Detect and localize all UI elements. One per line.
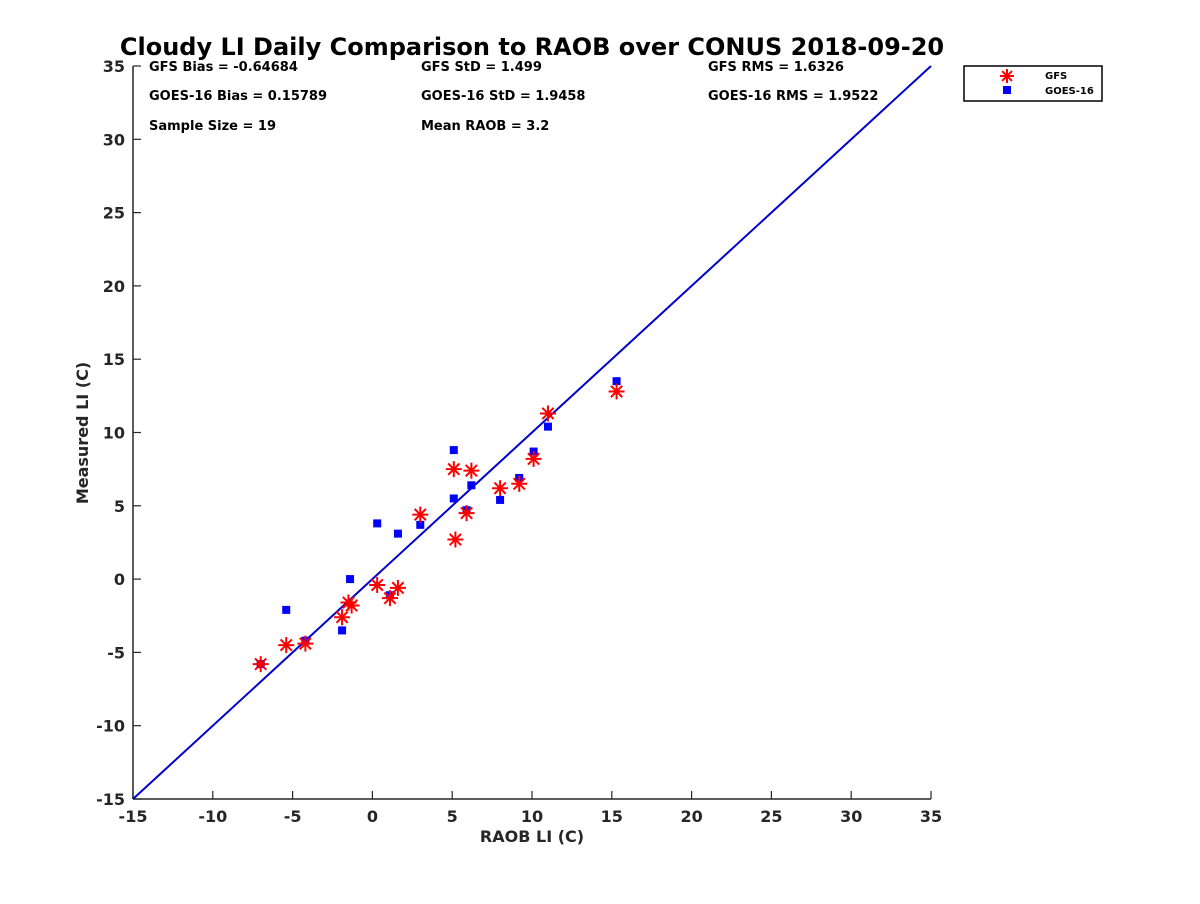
one-to-one-reference-line [132, 65, 932, 800]
goes16-point [612, 377, 621, 386]
y-tick-label: 25 [103, 204, 125, 223]
gfs-point [492, 480, 509, 497]
x-tick-label: 10 [521, 807, 543, 826]
gfs-point [334, 609, 351, 626]
gfs-rms-text: GFS RMS = 1.6326 [708, 60, 844, 75]
y-tick-label: 10 [103, 424, 125, 443]
data-marks [132, 65, 932, 800]
legend-gfs-marker-shape [1000, 69, 1014, 83]
gfs-point [412, 506, 429, 523]
gfs-std-text: GFS StD = 1.499 [421, 60, 542, 75]
x-tick-label: 0 [367, 807, 378, 826]
x-tick-label: 5 [447, 807, 458, 826]
y-tick-label: 35 [103, 57, 125, 76]
goes16-point [449, 494, 458, 503]
gfs-point [511, 475, 528, 492]
axes: -15 -10 -5 0 5 10 15 20 25 30 35 -15 -10 -5 0 5 10 15 20 25… [96, 57, 942, 826]
y-tick-label: 30 [103, 130, 125, 149]
goes16-point [543, 422, 552, 431]
y-tick-label: 0 [114, 570, 125, 589]
goes16-point [467, 481, 476, 490]
y-tick-label: -10 [96, 717, 125, 736]
x-tick-label: 20 [680, 807, 702, 826]
legend-gfs-asterisk-icon [1000, 69, 1014, 83]
goes16-point [346, 575, 355, 584]
y-tick-label: 20 [103, 277, 125, 296]
legend-box [963, 65, 1103, 102]
gfs-point [463, 462, 480, 479]
gfs-point [369, 576, 386, 593]
x-tick-label: 35 [920, 807, 942, 826]
x-axis-label: RAOB LI (C) [480, 827, 584, 846]
statistics-panel: GFS Bias = -0.64684 GFS StD = 1.499 GFS … [149, 60, 878, 134]
y-tick-label: -5 [107, 643, 125, 662]
goes16-point [338, 626, 347, 635]
goes16-rms-text: GOES-16 RMS = 1.9522 [708, 89, 878, 104]
x-tick-label: 25 [760, 807, 782, 826]
goes16-bias-text: GOES-16 Bias = 0.15789 [149, 89, 327, 104]
gfs-point [381, 590, 398, 607]
legend-gfs-label: GFS [1045, 71, 1067, 82]
x-tick-label: 15 [601, 807, 623, 826]
gfs-point [608, 383, 625, 400]
x-tick-label: -10 [198, 807, 227, 826]
x-tick-label: -5 [284, 807, 302, 826]
x-tick-label: -15 [119, 807, 148, 826]
gfs-point [343, 597, 360, 614]
goes16-point [449, 446, 458, 455]
goes16-point [416, 520, 425, 529]
goes16-point [496, 495, 505, 504]
goes16-point [282, 605, 291, 614]
sample-size-text: Sample Size = 19 [149, 119, 276, 134]
gfs-point [525, 450, 542, 467]
gfs-point [252, 656, 269, 673]
gfs-point [278, 637, 295, 654]
goes16-point [393, 529, 402, 538]
gfs-point [297, 635, 314, 652]
legend: GFS GOES-16 [963, 65, 1103, 102]
x-tick-label: 30 [840, 807, 862, 826]
goes16-point [373, 519, 382, 528]
chart-title: Cloudy LI Daily Comparison to RAOB over … [120, 33, 944, 61]
y-tick-label: 5 [114, 497, 125, 516]
gfs-point [447, 531, 464, 548]
goes16-std-text: GOES-16 StD = 1.9458 [421, 89, 585, 104]
legend-goes16-square-icon [1003, 86, 1011, 94]
gfs-point [445, 461, 462, 478]
gfs-point [389, 579, 406, 596]
gfs-point [458, 505, 475, 522]
legend-goes16-label: GOES-16 [1045, 86, 1094, 97]
y-tick-label: -15 [96, 790, 125, 809]
gfs-bias-text: GFS Bias = -0.64684 [149, 60, 298, 75]
y-tick-label: 15 [103, 350, 125, 369]
mean-raob-text: Mean RAOB = 3.2 [421, 119, 549, 134]
y-axis-label: Measured LI (C) [73, 362, 92, 504]
gfs-point [539, 405, 556, 422]
